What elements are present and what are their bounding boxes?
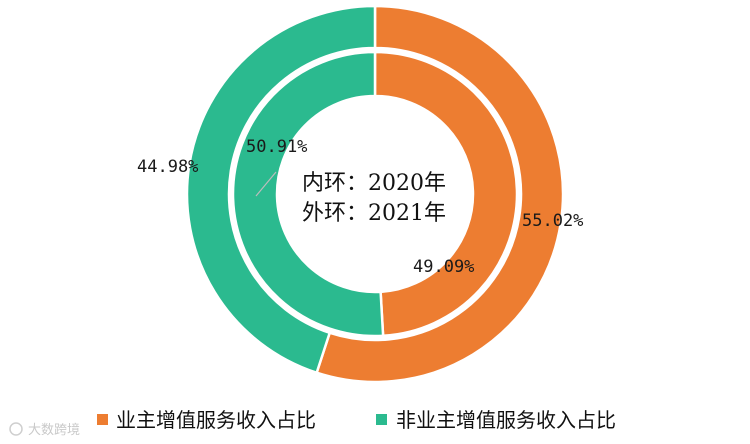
outer-ring-slice-non-owner [185,4,377,375]
data-label-outer-non-owner: 44.98% [137,157,198,177]
inner-ring-2020 [231,50,519,338]
center-text-inner-ring: 内环：2020年 [302,171,446,196]
legend-swatch-owner [97,414,108,425]
legend-label-non-owner: 非业主增值服务收入占比 [396,408,616,432]
inner-ring-slice-non-owner [231,50,385,338]
data-label-inner-non-owner: 50.91% [246,137,307,157]
watermark-text: 大数跨境 [28,423,80,438]
data-label-inner-owner: 49.09% [413,257,474,277]
data-label-outer-owner: 55.02% [522,211,583,231]
legend: 业主增值服务收入占比 非业主增值服务收入占比 [97,408,616,432]
outer-ring-2021 [185,4,565,384]
leader-line [255,171,277,197]
legend-label-owner: 业主增值服务收入占比 [116,408,316,432]
inner-ring-slice-owner [373,50,519,338]
legend-swatch-non-owner [376,414,387,425]
outer-ring-slice-owner [315,4,565,384]
center-text-outer-ring: 外环：2021年 [302,201,446,226]
watermark: 大数跨境 [9,422,80,438]
watermark-logo-icon [9,422,23,436]
